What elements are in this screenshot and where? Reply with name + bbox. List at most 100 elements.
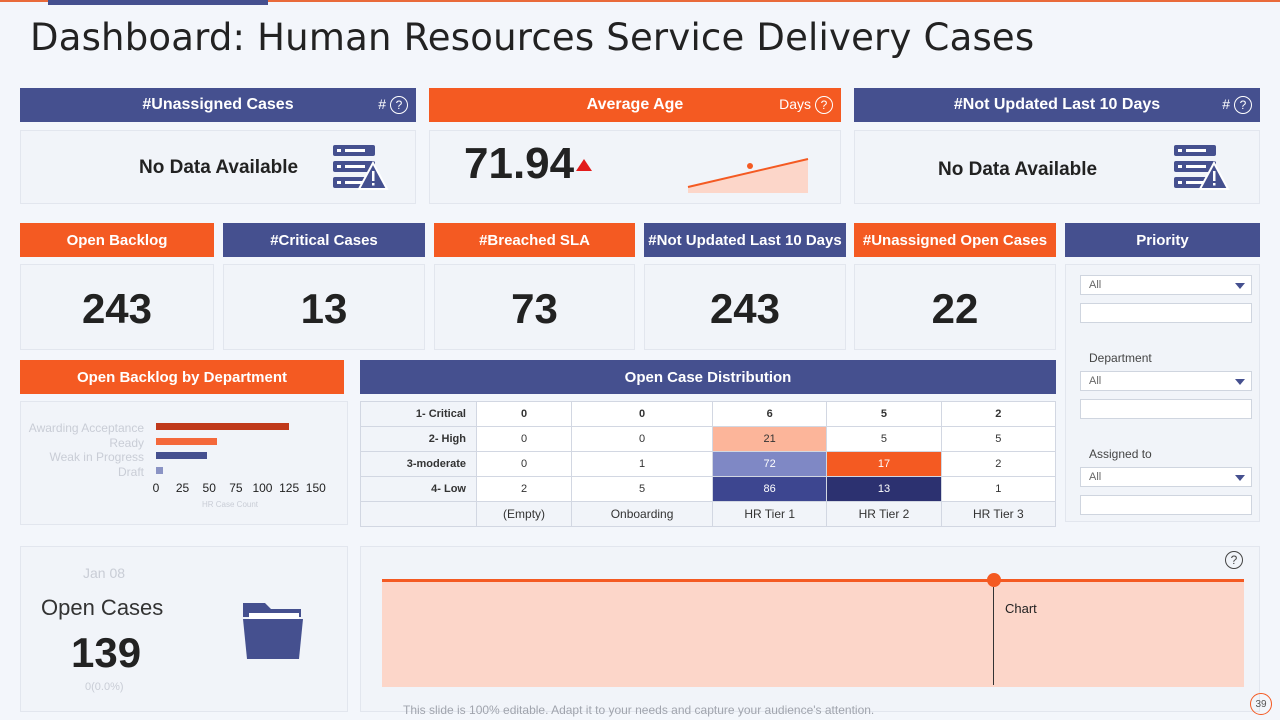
distribution-table: 1- Critical 0 0 6 5 2 2- High 0 0 21 5 5 3-moderate 0…	[360, 401, 1057, 527]
table-cell[interactable]: 0	[475, 401, 573, 427]
table-cell[interactable]: 17	[826, 451, 942, 477]
column-label: (Empty)	[475, 501, 573, 527]
priority-select[interactable]: All	[1080, 275, 1252, 295]
unassigned-cases-panel: No Data Available	[20, 130, 416, 204]
table-cell[interactable]: 1	[571, 451, 714, 477]
page-title: Dashboard: Human Resources Service Deliv…	[30, 16, 1035, 59]
table-cell[interactable]: 2	[475, 476, 573, 502]
bar[interactable]	[156, 466, 164, 474]
kpi-critical: 13	[223, 264, 425, 350]
assigned-select[interactable]: All	[1080, 467, 1252, 487]
table-cell[interactable]: 2	[940, 401, 1057, 427]
unassigned-cases-unit: #	[378, 96, 386, 112]
backlog-dept-xlabel: HR Case Count	[202, 500, 259, 509]
not-updated-panel: No Data Available	[854, 130, 1260, 204]
table-cell[interactable]: 13	[826, 476, 942, 502]
help-icon[interactable]: ?	[815, 96, 833, 114]
bar-label: Awarding Acceptance	[28, 421, 144, 435]
trend-panel: ? Chart	[360, 546, 1260, 712]
help-icon[interactable]: ?	[390, 96, 408, 114]
priority-select-value: All	[1089, 279, 1102, 291]
table-cell[interactable]: 2	[940, 451, 1057, 477]
chevron-down-icon	[1235, 283, 1245, 289]
average-age-panel: 71.94	[429, 130, 841, 204]
bar-label: Draft	[117, 464, 144, 479]
top-accent	[48, 0, 268, 5]
kpi-not-updated-value: 243	[709, 285, 781, 332]
row-label: 4- Low	[360, 476, 477, 502]
table-cell[interactable]: 0	[571, 426, 714, 452]
distribution-header: Open Case Distribution	[360, 360, 1056, 394]
table-cell[interactable]: 5	[826, 426, 942, 452]
kpi-open-backlog-header: Open Backlog	[20, 223, 214, 257]
x-tick-label: 0	[152, 481, 160, 495]
table-cell[interactable]: 0	[475, 426, 573, 452]
bar[interactable]	[156, 452, 208, 459]
table-cell[interactable]: 21	[712, 426, 828, 452]
bar-label: Weak in Progress	[49, 450, 144, 464]
department-search-input[interactable]	[1080, 399, 1252, 419]
kpi-open-backlog: 243	[20, 264, 214, 350]
x-tick-label: 25	[175, 481, 190, 495]
help-icon[interactable]: ?	[1225, 551, 1243, 569]
open-cases-value: 139	[71, 629, 142, 676]
table-cell[interactable]: 6	[712, 401, 828, 427]
table-row: 3-moderate 0 1 72 17 2	[360, 451, 1057, 477]
open-cases-date: Jan 08	[83, 565, 126, 581]
kpi-critical-value: 13	[300, 285, 348, 332]
trend-tooltip: Chart	[1005, 601, 1037, 616]
not-updated-header: #Not Updated Last 10 Days # ?	[854, 88, 1260, 122]
bar[interactable]	[156, 423, 290, 430]
open-cases-change: 0(0.0%)	[85, 681, 124, 693]
chevron-down-icon	[1235, 379, 1245, 385]
table-cell[interactable]: 0	[475, 451, 573, 477]
table-cell[interactable]: 72	[712, 451, 828, 477]
unassigned-cases-nodata: No Data Available	[139, 157, 299, 178]
table-cell[interactable]: 1	[940, 476, 1057, 502]
x-tick-label: 125	[279, 481, 300, 495]
server-warning-icon	[1174, 145, 1230, 190]
unassigned-cases-header: #Unassigned Cases # ?	[20, 88, 416, 122]
help-icon[interactable]: ?	[1234, 96, 1252, 114]
column-label: HR Tier 1	[712, 501, 828, 527]
table-cell[interactable]: 5	[571, 476, 714, 502]
open-cases-label: Open Cases	[41, 595, 164, 620]
chevron-down-icon	[1235, 475, 1245, 481]
server-warning-icon	[333, 145, 389, 190]
footer-note: This slide is 100% editable. Adapt it to…	[403, 703, 875, 717]
kpi-critical-header: #Critical Cases	[223, 223, 425, 257]
table-cell[interactable]: 86	[712, 476, 828, 502]
kpi-unassigned-open-header: #Unassigned Open Cases	[854, 223, 1056, 257]
unassigned-cases-title: #Unassigned Cases	[142, 96, 294, 113]
column-label: Onboarding	[571, 501, 714, 527]
table-row: 1- Critical 0 0 6 5 2	[360, 401, 1057, 427]
table-footer-row: (Empty) Onboarding HR Tier 1 HR Tier 2 HR Ti…	[360, 501, 1057, 527]
backlog-dept-panel	[20, 401, 348, 525]
table-cell[interactable]: 5	[826, 401, 942, 427]
average-age-unit: Days	[779, 96, 811, 112]
kpi-open-backlog-value: 243	[81, 285, 153, 332]
table-cell[interactable]: 0	[571, 401, 714, 427]
row-label: 1- Critical	[360, 401, 477, 427]
assigned-search-input[interactable]	[1080, 495, 1252, 515]
department-select-value: All	[1089, 375, 1102, 387]
not-updated-title: #Not Updated Last 10 Days	[953, 96, 1161, 113]
kpi-not-updated: 243	[644, 264, 846, 350]
blank-cell	[360, 501, 477, 527]
folder-icon	[243, 603, 303, 659]
table-row: 2- High 0 0 21 5 5	[360, 426, 1057, 452]
bar[interactable]	[156, 437, 217, 445]
column-label: HR Tier 3	[940, 501, 1057, 527]
bar-label: Ready	[109, 435, 144, 450]
x-tick-label: 100	[252, 481, 273, 495]
average-age-header: Average Age Days ?	[429, 88, 841, 122]
x-tick-label: 75	[229, 481, 243, 495]
kpi-unassigned-open: 22	[854, 264, 1056, 350]
priority-search-input[interactable]	[1080, 303, 1252, 323]
assigned-label: Assigned to	[1089, 447, 1152, 461]
table-cell[interactable]: 5	[940, 426, 1057, 452]
trend-cursor	[993, 587, 994, 685]
department-select[interactable]: All	[1080, 371, 1252, 391]
x-tick-label: 150	[305, 481, 326, 495]
trend-marker[interactable]	[987, 573, 1001, 587]
